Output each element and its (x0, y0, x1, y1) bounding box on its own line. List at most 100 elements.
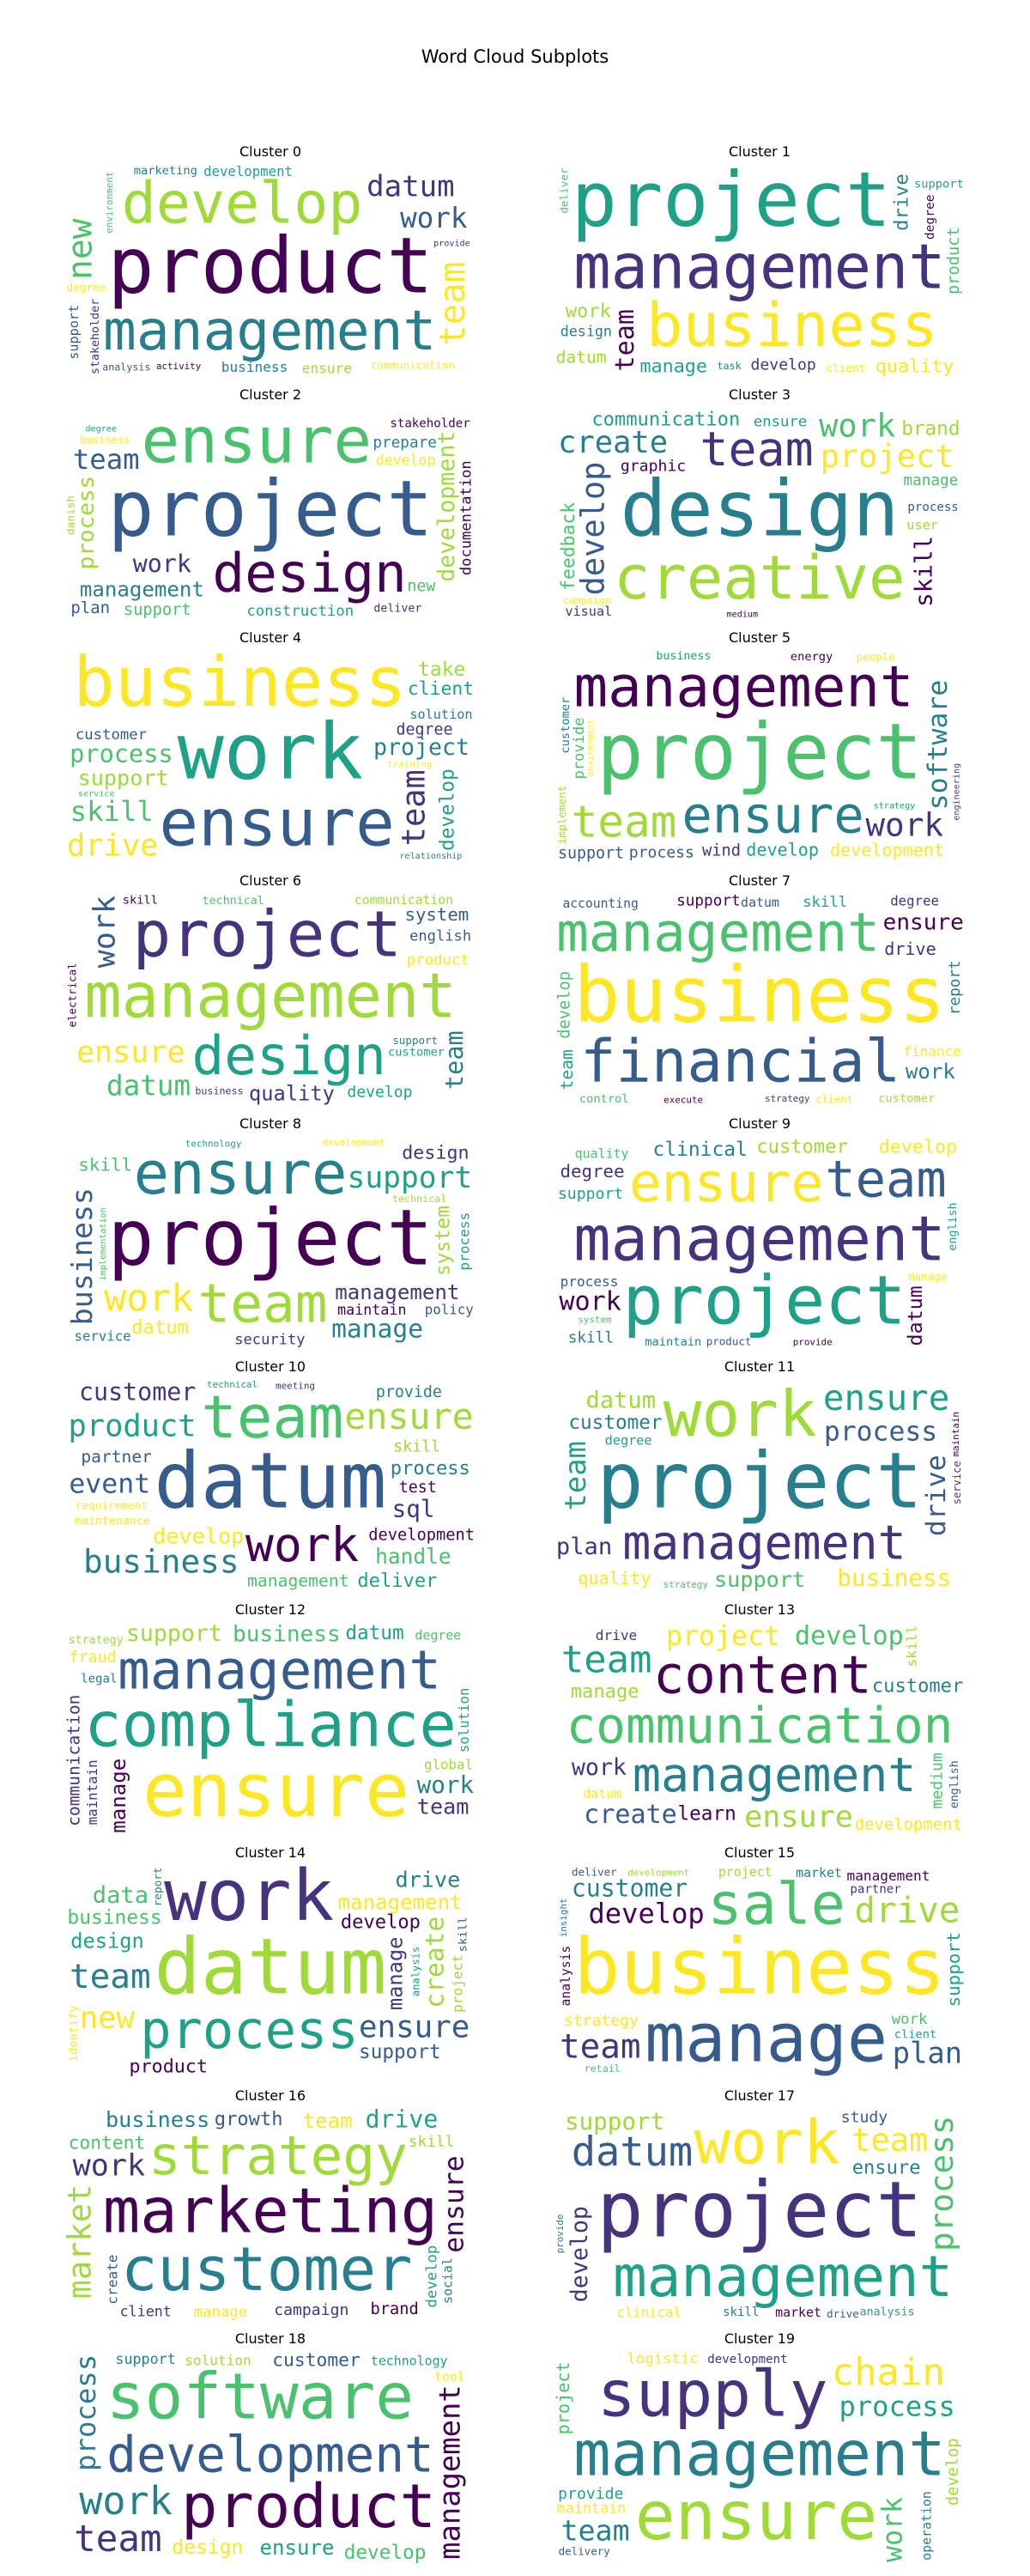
wordcloud-word: develop (746, 840, 819, 860)
wordcloud-word: management (80, 577, 204, 601)
wordcloud-canvas: management project business team drive work de… (554, 163, 966, 378)
wordcloud-canvas: compliance ensure management business manage… (64, 1621, 476, 1836)
wordcloud-word: legal (81, 1673, 117, 1686)
wordcloud-word: ensure (134, 1139, 348, 1208)
wordcloud-word: process (391, 1457, 470, 1479)
wordcloud-word: develop (376, 453, 436, 469)
wordcloud-word: ensure (142, 1748, 409, 1834)
wordcloud-canvas: management project design ensure work datum te… (64, 892, 476, 1107)
wordcloud-canvas: project management work datum process ensure s… (554, 2107, 966, 2322)
wordcloud-word: management (433, 2385, 466, 2559)
wordcloud-word: process (457, 1212, 473, 1271)
wordcloud-canvas: management ensure supply process chain work te… (554, 2350, 966, 2565)
wordcloud-word: product (68, 1408, 196, 1443)
wordcloud-word: work (566, 301, 611, 323)
wordcloud-word: content (653, 1645, 872, 1705)
wordcloud-word: develop (341, 1911, 421, 1934)
wordcloud-word: drive (366, 2107, 439, 2134)
wordcloud-word: support (914, 177, 964, 191)
wordcloud-word: service (75, 1328, 131, 1345)
wordcloud-word: project (554, 2361, 573, 2434)
wordcloud-word: team (432, 262, 473, 346)
wordcloud-word: degree (560, 1161, 624, 1182)
wordcloud-word: development (433, 431, 460, 582)
wordcloud-word: sale (707, 1871, 845, 1938)
wordcloud-word: business (65, 1188, 99, 1325)
wordcloud-word: datum (106, 1069, 191, 1102)
wordcloud-word: process (74, 476, 100, 570)
wordcloud-canvas: project management ensure team work develop de… (554, 649, 966, 864)
wordcloud-word: team (560, 2027, 641, 2066)
wordcloud-word: maintain (557, 2500, 626, 2517)
wordcloud-word: data (93, 1882, 148, 1909)
panel-title: Cluster 0 (239, 143, 302, 160)
wordcloud-word: manage (571, 1680, 639, 1703)
wordcloud-word: team (201, 1383, 343, 1452)
wordcloud-word: datum (345, 1622, 403, 1644)
wordcloud-word: logistic (627, 2351, 699, 2368)
wordcloud-word: business (573, 1923, 945, 2013)
wordcloud-canvas: communication content management ensure team… (554, 1621, 966, 1836)
wordcloud-word: ensure (635, 2477, 878, 2555)
wordcloud-word: manage (194, 2304, 247, 2321)
wordcloud-word: new (64, 218, 100, 280)
wordcloud-word: customer (76, 726, 147, 744)
wordcloud-word: stakeholder (390, 417, 470, 431)
wordcloud-word: software (923, 680, 954, 811)
wordcloud-word: campaign (563, 594, 611, 606)
wordcloud-word: ensure (142, 406, 373, 478)
wordcloud-word: software (106, 2359, 414, 2433)
wordcloud-word: support (676, 892, 741, 909)
wordcloud-word: marketing (103, 2175, 438, 2247)
wordcloud-word: brand (901, 417, 960, 440)
wordcloud-word: analysis (409, 1947, 421, 1996)
wordcloud-word: provide (571, 717, 588, 779)
wordcloud-word: develop (424, 2245, 441, 2308)
wordcloud-word: datum (572, 2129, 693, 2176)
wordcloud-word: operation (919, 2491, 935, 2561)
wordcloud-word: project (449, 1954, 465, 2013)
wordcloud-word: task (718, 360, 742, 372)
wordcloud-word: drive (884, 939, 936, 959)
wordcloud-word: development (368, 1526, 475, 1544)
panel-title: Cluster 5 (728, 629, 791, 646)
wordcloud-word: develop (944, 2438, 962, 2506)
wordcloud-canvas: business manage sale develop customer drive te… (554, 1864, 966, 2079)
wordcloud-word: product (945, 227, 963, 295)
wordcloud-word: support (78, 766, 169, 791)
wordcloud-word: develop (795, 1621, 904, 1651)
wordcloud-word: manage (903, 472, 958, 489)
wordcloud-word: learn (677, 1803, 736, 1826)
wordcloud-word: degree (415, 1627, 461, 1643)
page-title: Word Cloud Subplots (421, 46, 609, 67)
wordcloud-word: manage (331, 1315, 423, 1344)
wordcloud-word: fraud (70, 1649, 117, 1667)
wordcloud-word: work (663, 1378, 817, 1451)
wordcloud-word: team (396, 769, 433, 846)
wordcloud-word: provide (433, 240, 470, 249)
wordcloud-word: design (191, 1024, 385, 1087)
wordcloud-word: provide (554, 2214, 566, 2253)
wordcloud-word: social (439, 2257, 455, 2304)
wordcloud-word: management (118, 1639, 441, 1702)
wordcloud-word: communication (64, 1695, 83, 1826)
wordcloud-word: solution (409, 707, 472, 722)
wordcloud-word: support (348, 1161, 473, 1195)
wordcloud-word: management (613, 2244, 953, 2310)
wordcloud-word: business (573, 951, 945, 1041)
wordcloud-word: process (824, 1417, 937, 1448)
wordcloud-word: work (878, 2497, 909, 2562)
wordcloud-word: deliver (558, 167, 571, 214)
wordcloud-canvas: project work management ensure business proce… (554, 1378, 966, 1593)
wordcloud-word: technical (207, 1379, 258, 1390)
wordcloud-word: work (104, 1277, 193, 1320)
wordcloud-word: client (826, 361, 865, 374)
wordcloud-word: support (126, 1621, 222, 1647)
wordcloud-word: quality (578, 1568, 651, 1589)
wordcloud-word: maintain (337, 1301, 406, 1318)
wordcloud-word: support (943, 1932, 964, 2008)
wordcloud-word: team (70, 1958, 151, 1996)
